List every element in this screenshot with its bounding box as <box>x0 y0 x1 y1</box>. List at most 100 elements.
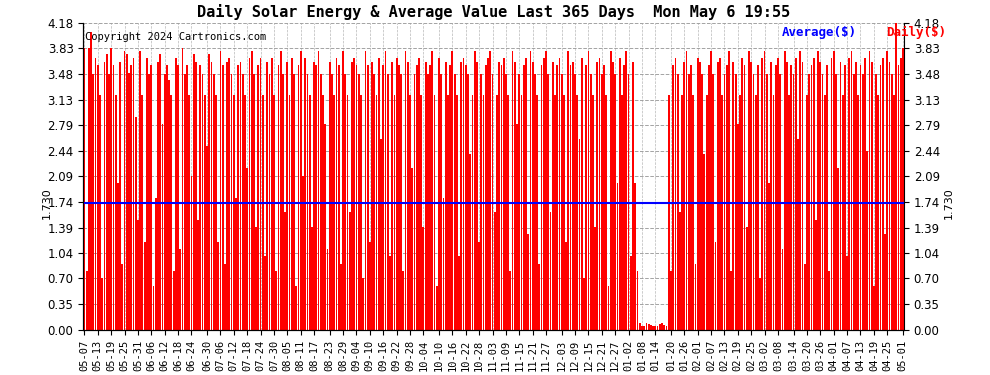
Bar <box>523 65 525 330</box>
Bar <box>875 74 877 330</box>
Bar <box>601 74 603 330</box>
Bar <box>831 58 833 330</box>
Bar <box>140 51 141 330</box>
Bar <box>161 124 163 330</box>
Bar <box>630 256 632 330</box>
Bar <box>250 51 252 330</box>
Bar <box>624 65 625 330</box>
Bar <box>396 58 398 330</box>
Bar <box>195 62 197 330</box>
Bar <box>880 65 881 330</box>
Bar <box>407 62 409 330</box>
Bar <box>248 58 250 330</box>
Bar <box>95 58 96 330</box>
Bar <box>724 74 726 330</box>
Bar <box>135 117 137 330</box>
Bar <box>113 65 114 330</box>
Bar <box>516 124 518 330</box>
Bar <box>380 139 382 330</box>
Bar <box>334 95 335 330</box>
Bar <box>122 264 123 330</box>
Bar <box>510 271 511 330</box>
Bar <box>737 124 739 330</box>
Bar <box>238 65 240 330</box>
Bar <box>322 95 324 330</box>
Bar <box>255 227 257 330</box>
Bar <box>690 65 692 330</box>
Bar <box>889 62 890 330</box>
Bar <box>621 95 623 330</box>
Bar <box>740 95 741 330</box>
Bar <box>838 168 840 330</box>
Bar <box>525 58 527 330</box>
Bar <box>846 256 848 330</box>
Bar <box>639 322 641 330</box>
Bar <box>389 256 391 330</box>
Bar <box>567 51 569 330</box>
Bar <box>844 65 845 330</box>
Bar <box>612 62 614 330</box>
Bar <box>494 212 496 330</box>
Bar <box>289 95 290 330</box>
Bar <box>441 74 443 330</box>
Bar <box>748 51 749 330</box>
Bar <box>266 62 268 330</box>
Bar <box>558 58 560 330</box>
Bar <box>166 65 168 330</box>
Bar <box>733 62 735 330</box>
Bar <box>788 95 790 330</box>
Bar <box>104 62 105 330</box>
Bar <box>547 74 549 330</box>
Bar <box>427 74 429 330</box>
Bar <box>262 95 263 330</box>
Bar <box>706 95 708 330</box>
Bar <box>893 95 895 330</box>
Text: 1.730: 1.730 <box>944 187 954 219</box>
Bar <box>647 324 649 330</box>
Bar <box>236 198 237 330</box>
Bar <box>387 74 389 330</box>
Bar <box>199 65 201 330</box>
Bar <box>179 249 181 330</box>
Bar <box>704 153 705 330</box>
Bar <box>163 74 165 330</box>
Text: Daily($): Daily($) <box>886 26 946 39</box>
Bar <box>293 74 295 330</box>
Bar <box>871 62 872 330</box>
Bar <box>474 51 475 330</box>
Bar <box>402 271 404 330</box>
Bar <box>661 322 663 330</box>
Bar <box>619 58 621 330</box>
Bar <box>231 74 233 330</box>
Bar <box>253 74 254 330</box>
Bar <box>726 65 728 330</box>
Bar <box>298 65 299 330</box>
Bar <box>152 286 154 330</box>
Bar <box>614 74 616 330</box>
Bar <box>754 95 756 330</box>
Bar <box>866 151 868 330</box>
Bar <box>150 65 152 330</box>
Bar <box>336 58 338 330</box>
Bar <box>467 74 469 330</box>
Bar <box>886 51 888 330</box>
Bar <box>576 95 578 330</box>
Bar <box>541 65 543 330</box>
Bar <box>206 146 208 330</box>
Bar <box>302 176 304 330</box>
Bar <box>311 227 313 330</box>
Bar <box>784 51 785 330</box>
Bar <box>534 74 536 330</box>
Bar <box>423 227 425 330</box>
Bar <box>133 58 135 330</box>
Bar <box>701 74 703 330</box>
Bar <box>355 65 357 330</box>
Bar <box>106 54 108 330</box>
Bar <box>895 23 897 330</box>
Bar <box>804 264 806 330</box>
Bar <box>708 65 710 330</box>
Bar <box>436 286 438 330</box>
Bar <box>549 212 551 330</box>
Bar <box>683 62 685 330</box>
Bar <box>222 65 224 330</box>
